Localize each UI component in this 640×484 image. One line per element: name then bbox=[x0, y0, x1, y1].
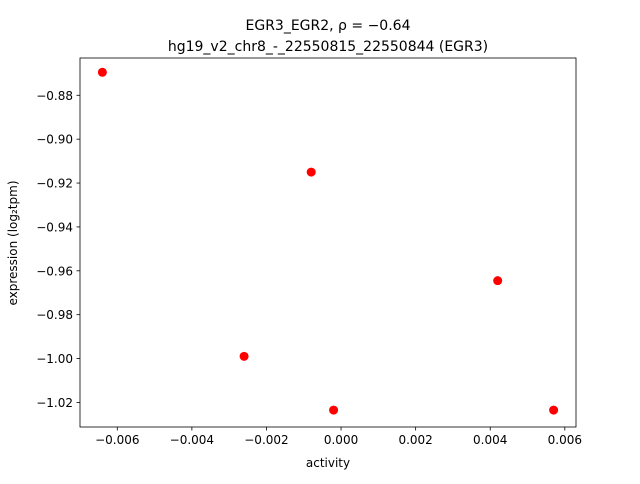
x-axis-label: activity bbox=[306, 456, 350, 470]
x-tick-label: −0.002 bbox=[244, 433, 288, 447]
x-tick-label: 0.006 bbox=[548, 433, 582, 447]
data-point bbox=[329, 405, 339, 415]
data-point bbox=[549, 405, 559, 415]
x-tick-label: −0.004 bbox=[170, 433, 214, 447]
y-tick-label: −0.98 bbox=[36, 308, 73, 322]
data-point bbox=[493, 276, 503, 286]
plot-frame bbox=[79, 57, 577, 428]
x-tick-label: −0.006 bbox=[95, 433, 139, 447]
y-tick-label: −0.88 bbox=[36, 89, 73, 103]
plot-area: −0.006 −0.004 −0.002 0.000 0.002 0.004 0.006 −0… bbox=[36, 57, 582, 447]
y-axis-label: expression (log₂tpm) bbox=[6, 180, 20, 305]
y-tick-label: −0.94 bbox=[36, 220, 73, 234]
chart-title-line-2: hg19_v2_chr8_-_22550815_22550844 (EGR3) bbox=[168, 39, 488, 55]
y-tick-label: −0.96 bbox=[36, 264, 73, 278]
y-tick-label: −0.90 bbox=[36, 133, 73, 147]
x-tick-label: 0.000 bbox=[324, 433, 358, 447]
chart-title-line-1: EGR3_EGR2, ρ = −0.64 bbox=[246, 18, 411, 34]
x-tick-label: 0.004 bbox=[473, 433, 507, 447]
data-point bbox=[97, 67, 107, 77]
y-tick-label: −1.02 bbox=[36, 396, 73, 410]
data-point bbox=[306, 167, 316, 177]
data-point bbox=[239, 351, 249, 361]
x-tick-label: 0.002 bbox=[398, 433, 432, 447]
y-tick-label: −1.00 bbox=[36, 352, 73, 366]
y-tick-label: −0.92 bbox=[36, 177, 73, 191]
